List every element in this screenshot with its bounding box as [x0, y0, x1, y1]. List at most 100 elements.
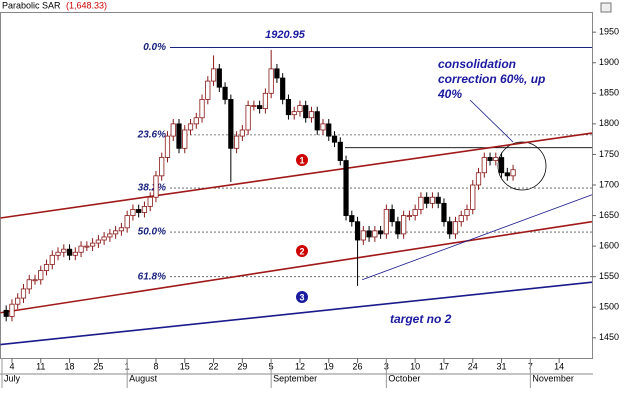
candle-body	[452, 221, 459, 235]
x-tick-label: 11	[36, 361, 45, 371]
candle-body	[285, 99, 292, 116]
candle-body	[101, 236, 107, 241]
candle-body	[113, 230, 119, 235]
marker-label: 2	[299, 246, 304, 256]
marker-dot	[296, 154, 308, 166]
candle-body	[510, 169, 516, 177]
candle-body	[291, 111, 297, 116]
candle-body	[124, 215, 130, 229]
candle-body	[38, 270, 44, 281]
candle-body	[222, 86, 228, 100]
candle-body	[395, 221, 401, 235]
candle-body	[470, 184, 476, 210]
note-line: correction 60%, up	[438, 72, 545, 86]
trend-line	[0, 220, 593, 314]
candle-body	[366, 230, 372, 238]
marker-dot	[296, 291, 308, 303]
candle-body	[159, 157, 165, 177]
y-tick-label: 1700	[599, 179, 619, 189]
candle-body	[20, 288, 27, 299]
candle-body	[429, 196, 436, 204]
candle-body	[412, 209, 418, 216]
fib-label: 50.0%	[138, 227, 166, 238]
candle-body	[9, 303, 15, 317]
marker-label: 1	[299, 155, 304, 165]
fib-label: 0.0%	[143, 42, 166, 53]
candle-body	[233, 135, 240, 149]
candle-body	[262, 92, 269, 109]
x-tick-label: 18	[65, 361, 75, 371]
candle-body	[504, 172, 510, 177]
candle-body	[337, 141, 343, 161]
candle-body	[84, 245, 90, 248]
x-tick-label: 31	[497, 361, 507, 371]
candle-body	[26, 279, 32, 290]
candle-body	[245, 105, 251, 131]
x-tick-label: 10	[410, 361, 420, 371]
candle-body	[72, 251, 78, 256]
candle-body	[205, 80, 211, 100]
trend-line	[0, 132, 593, 219]
candle-body	[187, 123, 194, 131]
candle-body	[349, 215, 355, 223]
candle-body	[401, 215, 407, 235]
y-tick-label: 1450	[599, 332, 619, 342]
candle-body	[458, 215, 464, 223]
candle-body	[320, 123, 326, 131]
x-tick-label: 8	[153, 361, 158, 371]
candle-body	[199, 99, 205, 119]
candle-body	[61, 248, 67, 253]
candle-body	[170, 123, 176, 137]
candle-body	[383, 209, 389, 235]
fib-label: 23.6%	[137, 130, 166, 141]
candle-body	[308, 111, 315, 119]
candle-body	[49, 254, 55, 265]
month-label: July	[4, 373, 21, 383]
candle-body	[389, 209, 395, 223]
candle-body	[406, 215, 413, 217]
candle-body	[90, 242, 96, 247]
note-line: consolidation	[438, 57, 516, 71]
candle-body	[274, 68, 280, 79]
candle-body	[95, 239, 101, 244]
marker-label: 3	[299, 292, 304, 302]
y-tick-label: 1900	[599, 57, 619, 67]
candle-body	[15, 297, 21, 305]
candle-body	[182, 129, 188, 149]
fib-label: 38.2%	[138, 183, 166, 194]
month-label: September	[273, 373, 317, 383]
y-tick-label: 1750	[599, 149, 619, 159]
candle-body	[130, 209, 136, 216]
indicator-value: (1,648.33)	[66, 0, 107, 10]
y-tick-label: 1850	[599, 88, 619, 98]
x-tick-label: 17	[439, 361, 449, 371]
x-tick-label: 25	[93, 361, 103, 371]
candle-body	[164, 135, 171, 158]
candle-body	[251, 105, 257, 107]
trend-line	[0, 281, 593, 346]
candle-body	[3, 309, 9, 317]
candle-body	[228, 99, 234, 149]
candle-body	[326, 123, 332, 137]
trend-line	[362, 194, 593, 281]
marker-dot	[296, 245, 308, 257]
candle-body	[43, 264, 50, 271]
window-icon[interactable]	[600, 2, 612, 13]
candle-body	[487, 157, 493, 161]
candle-body	[193, 117, 199, 125]
candle-body	[481, 157, 487, 174]
month-label: November	[532, 373, 574, 383]
candle-body	[239, 129, 245, 137]
peak-label: 1920.95	[265, 29, 306, 41]
candle-body	[435, 196, 441, 204]
note-line: 40%	[437, 87, 462, 101]
candle-body	[331, 135, 338, 143]
candle-body	[372, 230, 378, 238]
y-tick-label: 1950	[599, 27, 619, 37]
x-tick-label: 15	[180, 361, 190, 371]
month-label: October	[388, 373, 420, 383]
candle-body	[447, 221, 453, 235]
consolidation-circle	[497, 141, 547, 191]
